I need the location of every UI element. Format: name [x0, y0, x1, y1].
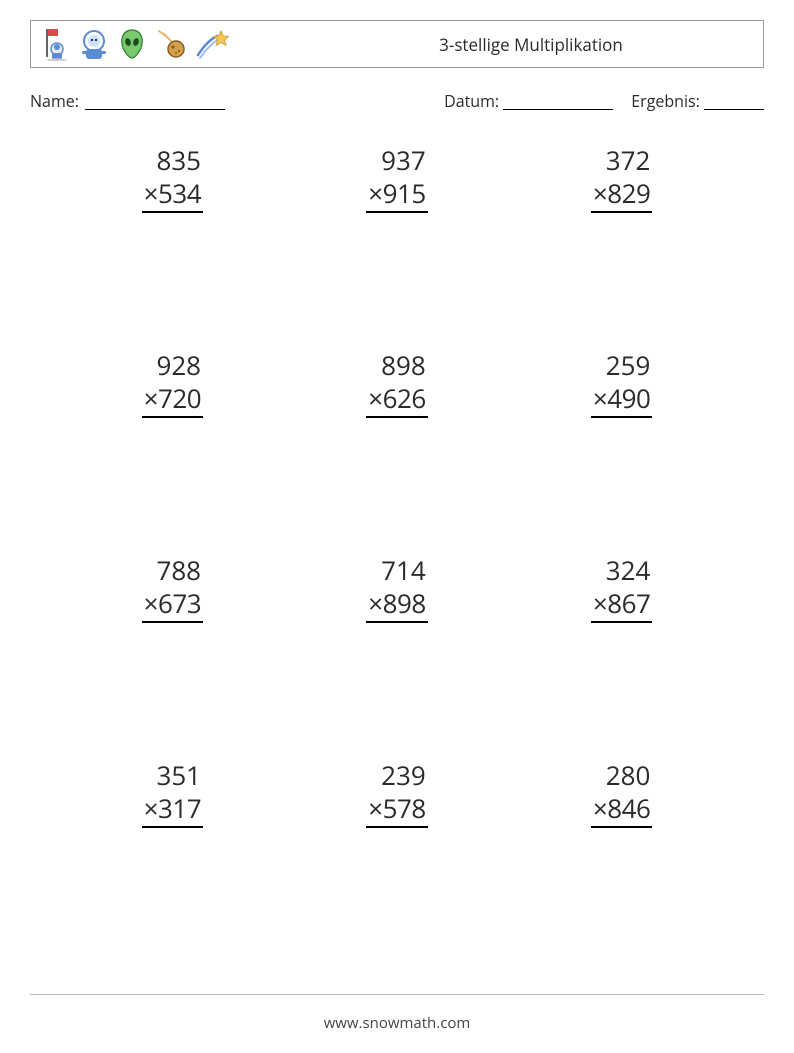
problem-4: 928×720 — [60, 349, 285, 554]
multiplier: ×626 — [366, 382, 427, 419]
footer-text: www.snowmath.com — [30, 1013, 764, 1053]
alien-icon — [117, 27, 147, 61]
multiplicand: 324 — [591, 554, 652, 587]
name-blank[interactable] — [85, 94, 225, 110]
multiplicand: 259 — [591, 349, 652, 382]
meteor-icon — [155, 27, 187, 61]
name-field: Name: — [30, 90, 420, 112]
header-box: 3-stellige Multiplikation — [30, 20, 764, 68]
problem-10: 351×317 — [60, 759, 285, 964]
worksheet-title: 3-stellige Multiplikation — [309, 33, 753, 56]
result-field: Ergebnis: — [631, 90, 764, 112]
multiplier: ×720 — [142, 382, 203, 419]
multiplicand: 788 — [142, 554, 203, 587]
multiplier: ×534 — [142, 177, 203, 214]
multiplicand: 898 — [366, 349, 427, 382]
date-label: Datum: — [444, 90, 499, 112]
multiplier: ×846 — [591, 792, 652, 829]
multiplier: ×317 — [142, 792, 203, 829]
problems-grid: 835×534937×915372×829928×720898×626259×4… — [30, 144, 764, 994]
multiplier: ×898 — [366, 587, 427, 624]
shooting-star-icon — [195, 27, 229, 61]
date-blank[interactable] — [503, 94, 613, 110]
footer-separator — [30, 994, 764, 995]
problem-5: 898×626 — [285, 349, 510, 554]
info-row: Name: Datum: Ergebnis: — [30, 90, 764, 112]
multiplier: ×673 — [142, 587, 203, 624]
problem-1: 835×534 — [60, 144, 285, 349]
problem-3: 372×829 — [509, 144, 734, 349]
problem-11: 239×578 — [285, 759, 510, 964]
name-label: Name: — [30, 90, 79, 112]
result-blank[interactable] — [704, 94, 764, 110]
multiplicand: 351 — [142, 759, 203, 792]
worksheet-page: 3-stellige Multiplikation Name: Datum: E… — [0, 0, 794, 1053]
problem-2: 937×915 — [285, 144, 510, 349]
multiplier: ×915 — [366, 177, 427, 214]
header-icons — [41, 27, 229, 61]
astronaut-flag-icon — [41, 27, 71, 61]
problem-8: 714×898 — [285, 554, 510, 759]
problem-9: 324×867 — [509, 554, 734, 759]
multiplicand: 714 — [366, 554, 427, 587]
multiplier: ×490 — [591, 382, 652, 419]
multiplicand: 239 — [366, 759, 427, 792]
multiplicand: 835 — [142, 144, 203, 177]
multiplier: ×578 — [366, 792, 427, 829]
result-label: Ergebnis: — [631, 90, 700, 112]
problem-7: 788×673 — [60, 554, 285, 759]
multiplier: ×867 — [591, 587, 652, 624]
date-field: Datum: — [444, 90, 613, 112]
multiplier: ×829 — [591, 177, 652, 214]
multiplicand: 372 — [591, 144, 652, 177]
problem-12: 280×846 — [509, 759, 734, 964]
astronaut-helmet-icon — [79, 27, 109, 61]
multiplicand: 937 — [366, 144, 427, 177]
multiplicand: 280 — [591, 759, 652, 792]
problem-6: 259×490 — [509, 349, 734, 554]
multiplicand: 928 — [142, 349, 203, 382]
